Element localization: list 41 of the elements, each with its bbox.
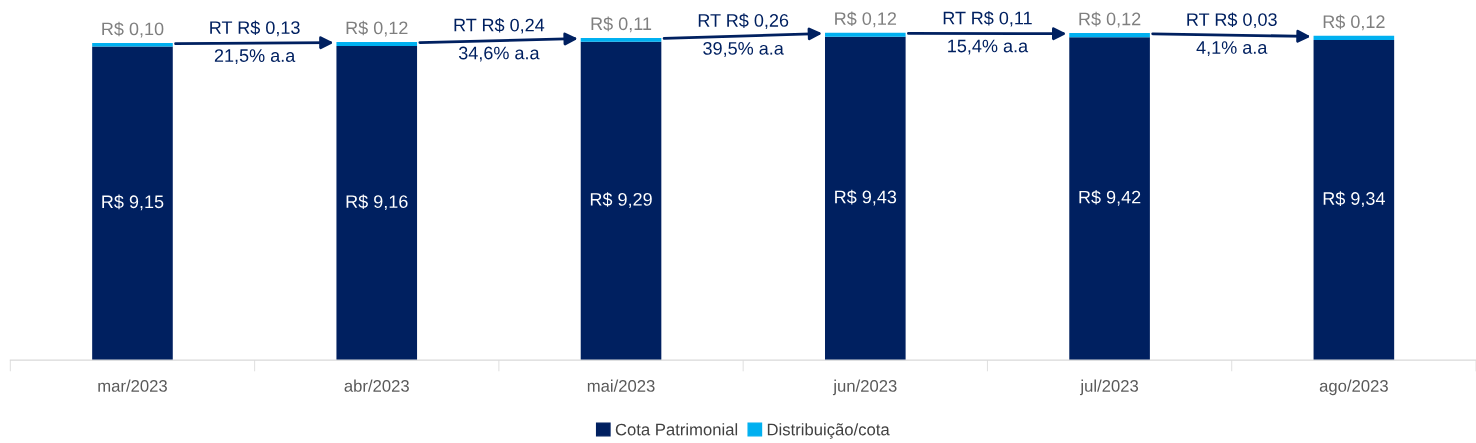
x-tick-label: mar/2023 [98, 379, 167, 392]
data-label: R$ 9,29 [590, 192, 652, 208]
annotation: 4,1% a.a [1196, 41, 1268, 57]
data-label: R$ 9,42 [1079, 189, 1141, 206]
data-label: R$ 0,12 [1323, 14, 1385, 31]
x-tick-label: jun/2023 [832, 379, 897, 396]
x-tick-label: mai/2023 [587, 379, 655, 392]
legend-label: Cota Patrimonial [615, 423, 738, 436]
annotation: 15,4% a.a [948, 39, 1029, 55]
data-label: R$ 0,10 [102, 21, 164, 38]
legend-label: Distribuição/cota [767, 423, 890, 439]
x-tick-label: jul/2023 [1079, 379, 1139, 396]
data-label: R$ 9,16 [346, 194, 408, 211]
annotation: RT R$ 0,13 [210, 20, 300, 37]
annotation: 21,5% a.a [214, 49, 296, 65]
data-label: R$ 0,12 [1079, 11, 1141, 28]
data-label: R$ 9,43 [835, 189, 897, 206]
text: RT R$ 0,26 [698, 13, 789, 29]
data-label: R$ 9,34 [1323, 191, 1385, 208]
bar [336, 46, 418, 361]
bar [580, 41, 662, 361]
text: RT R$ 0,11 [943, 10, 1032, 27]
data-label: R$ 0,12 [346, 20, 408, 37]
bar [1069, 37, 1150, 361]
bar [1069, 33, 1150, 38]
data-label: R$ 0,11 [591, 16, 652, 33]
bar [1313, 35, 1395, 40]
bar [1313, 39, 1395, 361]
annotation: 39,5% a.a [703, 42, 784, 57]
annotation: 34,6% a.a [458, 46, 540, 62]
bar [336, 42, 418, 47]
annotation: RT R$ 0,24 [454, 17, 545, 34]
bar [92, 46, 173, 361]
bar [825, 32, 906, 37]
data-label: R$ 9,15 [102, 194, 164, 211]
x-tick-label: abr/2023 [344, 379, 409, 392]
x-tick-label: ago/2023 [1319, 379, 1388, 396]
bar [580, 37, 662, 42]
bar [825, 36, 906, 361]
text: RT R$ 0,03 [1187, 12, 1277, 29]
data-label: R$ 0,12 [835, 11, 897, 28]
